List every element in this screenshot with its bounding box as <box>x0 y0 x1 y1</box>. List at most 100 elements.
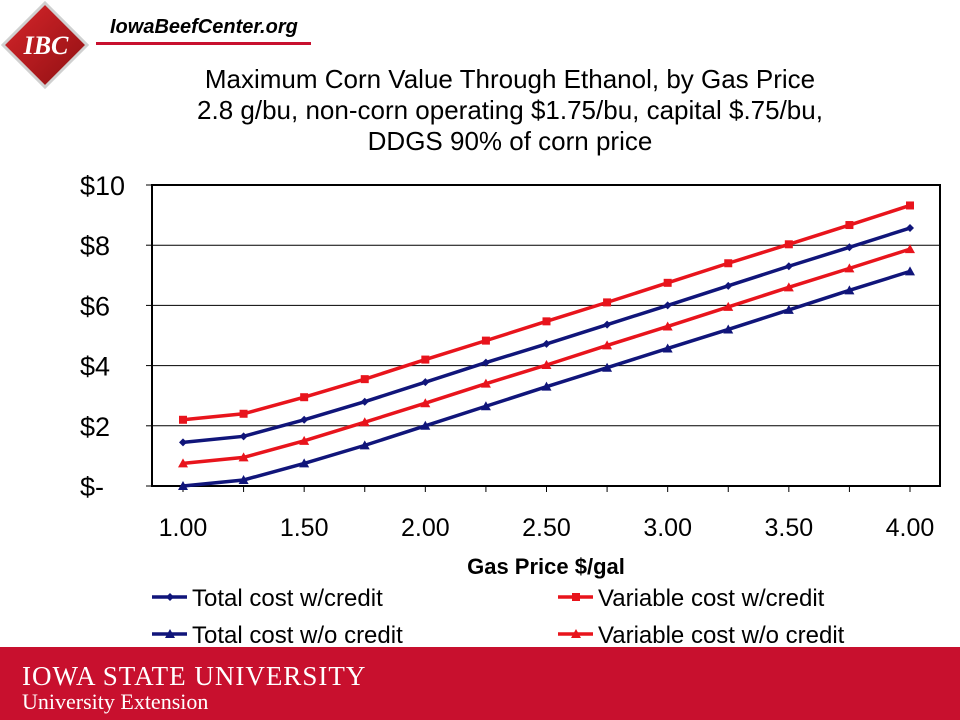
series-line <box>182 247 911 466</box>
footer-bar: IOWA STATE UNIVERSITY University Extensi… <box>0 647 960 720</box>
x-axis: 1.00 1.50 2.00 2.50 3.00 3.50 4.00 <box>159 486 934 542</box>
data-point <box>239 409 248 418</box>
site-underline <box>96 42 311 45</box>
x-axis-label: Gas Price $/gal <box>467 554 625 579</box>
plot-area <box>151 184 941 487</box>
data-point <box>844 285 855 295</box>
data-point <box>238 452 249 462</box>
y-tick-label: $6 <box>80 291 110 321</box>
data-point <box>542 317 551 326</box>
data-point <box>165 629 175 638</box>
data-point <box>541 359 552 369</box>
data-point <box>663 278 672 287</box>
x-tick-label: 3.50 <box>764 514 813 542</box>
chart-title: Maximum Corn Value Through Ethanol, by G… <box>100 64 920 157</box>
series-2 <box>178 266 915 490</box>
data-point <box>166 593 174 601</box>
ibc-logo: IBC <box>0 0 90 90</box>
x-tick-label: 2.00 <box>401 514 450 542</box>
data-point <box>420 398 431 408</box>
data-point <box>359 440 370 450</box>
data-point <box>602 340 613 350</box>
legend-label: Variable cost w/o credit <box>598 622 845 649</box>
data-point <box>662 343 673 353</box>
legend-label: Total cost w/o credit <box>192 622 403 649</box>
data-point <box>783 304 794 314</box>
data-point <box>239 432 248 441</box>
series-3 <box>178 244 915 468</box>
data-point <box>420 420 431 430</box>
data-point <box>299 458 310 468</box>
data-point <box>421 355 430 364</box>
data-point <box>603 320 612 329</box>
line-chart: $- $2 $4 $6 $8 $10 1.00 1.50 2.00 2.50 3.00 3.50 4.… <box>80 171 941 649</box>
series-1 <box>179 201 914 424</box>
data-point <box>360 397 369 406</box>
data-point <box>421 378 430 387</box>
data-point <box>481 336 490 345</box>
chart-title-line-2: 2.8 g/bu, non-corn operating $1.75/bu, c… <box>197 95 823 125</box>
data-point <box>238 474 249 484</box>
gridlines <box>152 244 940 427</box>
data-point <box>179 438 187 447</box>
legend-item: Total cost w/o credit <box>152 622 403 649</box>
university-name: IOWA STATE UNIVERSITY <box>22 661 367 691</box>
y-axis: $- $2 $4 $6 $8 $10 <box>80 171 152 502</box>
data-point <box>602 362 613 372</box>
data-point <box>603 298 612 307</box>
data-point <box>571 629 581 638</box>
data-point <box>845 243 854 252</box>
data-point <box>663 301 672 310</box>
x-tick-label: 2.50 <box>522 514 571 542</box>
y-tick-label: $8 <box>80 231 110 261</box>
data-point <box>542 339 551 348</box>
series-layer <box>178 201 915 490</box>
data-point <box>480 378 491 388</box>
data-point <box>724 259 733 268</box>
data-point <box>783 282 794 292</box>
logo-diamond <box>0 0 90 90</box>
data-point <box>299 435 310 445</box>
data-point <box>178 481 188 490</box>
data-point <box>905 266 915 276</box>
data-point <box>844 263 855 273</box>
series-line <box>182 269 911 488</box>
data-point <box>178 458 188 468</box>
legend: Total cost w/credit Variable cost w/credi… <box>152 585 845 649</box>
chart-title-line-3: DDGS 90% of corn price <box>367 126 653 156</box>
y-tick-label: $- <box>80 472 104 502</box>
data-point <box>906 224 914 233</box>
data-point <box>541 381 552 391</box>
site-name: IowaBeefCenter.org <box>110 16 298 38</box>
x-tick-label: 1.50 <box>280 514 329 542</box>
x-tick-label: 3.00 <box>643 514 692 542</box>
legend-item: Variable cost w/o credit <box>558 622 845 649</box>
x-tick-label: 1.00 <box>159 514 208 542</box>
legend-item: Total cost w/credit <box>152 585 383 612</box>
data-point <box>179 415 187 424</box>
data-point <box>360 375 369 384</box>
data-point <box>784 240 793 249</box>
data-point <box>723 324 734 334</box>
data-point <box>905 244 915 254</box>
data-point <box>300 393 309 402</box>
data-point <box>906 201 914 210</box>
data-point <box>723 301 734 311</box>
legend-label: Variable cost w/credit <box>598 585 825 612</box>
series-line <box>182 226 911 445</box>
logo-text: IBC <box>23 31 69 60</box>
data-point <box>300 415 309 424</box>
y-tick-label: $10 <box>80 171 125 201</box>
legend-item: Variable cost w/credit <box>558 585 825 612</box>
data-point <box>480 401 491 411</box>
data-point <box>784 262 793 271</box>
data-point <box>724 281 733 290</box>
data-point <box>662 321 673 331</box>
data-point <box>845 221 854 230</box>
data-point <box>481 358 490 367</box>
y-tick-label: $2 <box>80 412 110 442</box>
data-point <box>359 417 370 427</box>
chart-title-line-1: Maximum Corn Value Through Ethanol, by G… <box>204 64 816 94</box>
series-0 <box>179 224 914 447</box>
y-tick-label: $4 <box>80 352 110 382</box>
